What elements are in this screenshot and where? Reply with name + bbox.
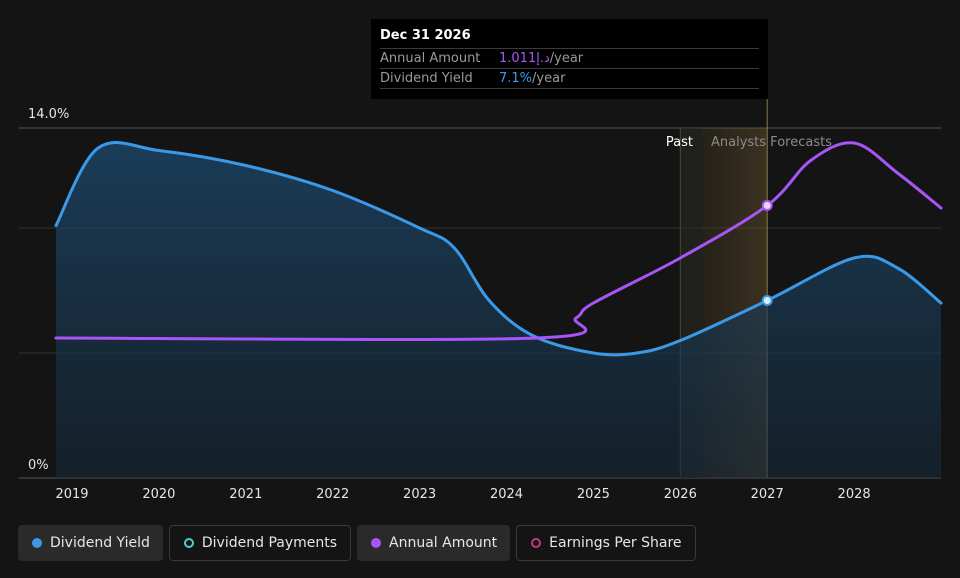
tooltip-label: Annual Amount: [380, 51, 481, 66]
tooltip-unit: /year: [532, 71, 566, 86]
x-tick-label: 2024: [490, 487, 523, 502]
tooltip-unit: /year: [549, 51, 584, 66]
legend-item-dividend-yield[interactable]: Dividend Yield: [18, 525, 163, 561]
annual-amount-marker: [761, 200, 773, 211]
filled-circle-icon: [371, 538, 382, 548]
hollow-circle-icon: [183, 538, 194, 548]
x-tick-label: 2021: [229, 487, 262, 502]
forecast-label: Analysts Forecasts: [711, 135, 832, 150]
filled-circle-icon: [32, 538, 42, 548]
legend-item-annual-amount[interactable]: Annual Amount: [357, 525, 511, 561]
x-tick-label: 2019: [55, 487, 88, 502]
tooltip-value: 1.011د.إ: [499, 51, 550, 66]
hollow-circle-icon: [531, 538, 542, 548]
legend-label: Annual Amount: [389, 535, 498, 551]
tooltip-date: Dec 31 2026: [380, 28, 471, 43]
tooltip-label: Dividend Yield: [380, 71, 473, 86]
tooltip-value: 7.1%: [499, 71, 533, 86]
tooltip-row-annual-amount: Annual Amount 1.011د.إ /year: [380, 48, 759, 68]
annual-amount-line: [54, 141, 943, 341]
legend: Dividend Yield Dividend Payments Annual …: [18, 525, 696, 561]
dividend-yield-area: [56, 142, 941, 478]
x-tick-label: 2027: [751, 487, 784, 502]
x-tick-label: 2023: [403, 487, 436, 502]
y-tick-label-bottom: 0%: [28, 458, 49, 473]
past-label: Past: [666, 135, 693, 150]
x-tick-label: 2022: [316, 487, 349, 502]
x-tick-label: 2025: [577, 487, 610, 502]
legend-label: Dividend Yield: [50, 535, 150, 551]
legend-item-earnings-per-share[interactable]: Earnings Per Share: [516, 525, 696, 561]
dividend-yield-line: [54, 140, 943, 357]
tooltip-row-dividend-yield: Dividend Yield 7.1% /year: [380, 68, 759, 89]
x-tick-label: 2020: [142, 487, 175, 502]
legend-label: Earnings Per Share: [549, 535, 682, 551]
legend-item-dividend-payments[interactable]: Dividend Payments: [168, 525, 352, 561]
x-tick-label: 2026: [664, 487, 697, 502]
y-tick-label-top: 14.0%: [28, 107, 69, 122]
x-tick-label: 2028: [838, 487, 871, 502]
dividend-yield-marker: [761, 295, 773, 306]
legend-label: Dividend Payments: [201, 535, 338, 551]
tooltip: Dec 31 2026 Annual Amount 1.011د.إ /year…: [371, 19, 768, 99]
